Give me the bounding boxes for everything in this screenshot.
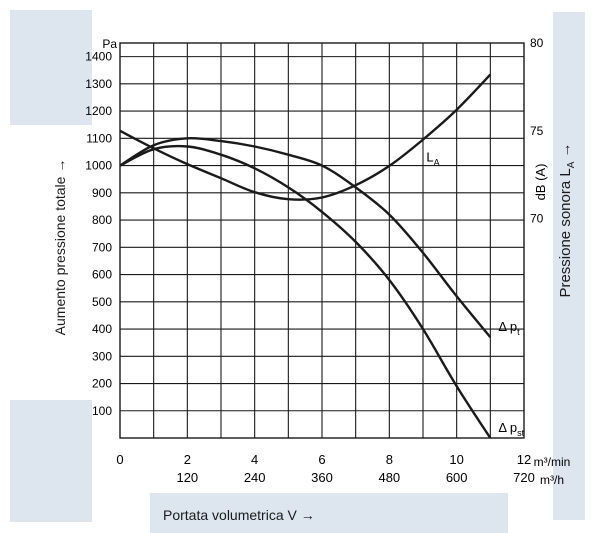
series-label-0: LA — [426, 150, 439, 168]
y-tick-label: 1000 — [85, 159, 112, 173]
x-tick-label: 4 — [251, 452, 258, 467]
y-tick-label: 1200 — [85, 104, 112, 118]
x-tick-label-secondary: 600 — [446, 470, 468, 485]
x-unit-top: m³/min — [534, 455, 571, 469]
ticks: 1002003004005006007008009001000110012001… — [85, 36, 543, 485]
y-tick-label: 600 — [92, 268, 112, 282]
y-tick-label: 400 — [92, 322, 112, 336]
y-tick-label: 200 — [92, 377, 112, 391]
x-tick-label: 8 — [386, 452, 393, 467]
series-label-sub: A — [434, 158, 440, 168]
series-label-2: Δ pst — [498, 420, 524, 438]
y-tick-label-right: 70 — [530, 212, 544, 226]
y-tick-label: 300 — [92, 349, 112, 363]
series-label-1: Δ pt — [498, 319, 520, 337]
y-tick-label: 1300 — [85, 77, 112, 91]
x-unit-bottom: m³/h — [540, 473, 564, 487]
y-unit-left: Pa — [102, 37, 117, 51]
series-line-2 — [119, 144, 492, 439]
x-tick-label-secondary: 360 — [311, 470, 333, 485]
x-tick-label-secondary: 720 — [513, 470, 535, 485]
y-tick-label: 1400 — [85, 50, 112, 64]
x-tick-label: 10 — [449, 452, 463, 467]
xlabel-panel — [150, 493, 508, 533]
x-tick-label-secondary: 240 — [244, 470, 266, 485]
series-label-sub: st — [517, 428, 525, 438]
series: LAΔ ptΔ pst — [119, 73, 525, 439]
y-tick-label: 100 — [92, 404, 112, 418]
y-tick-label-right: 75 — [530, 124, 544, 138]
series-label-main: L — [426, 150, 433, 165]
x-axis-label: Portata volumetrica V → — [163, 507, 315, 523]
x-tick-label-secondary: 120 — [176, 470, 198, 485]
y-tick-label-right: 80 — [530, 36, 544, 50]
y-axis-label-right: Pressione sonora LA → — [557, 90, 577, 350]
y-tick-label: 1100 — [86, 131, 112, 145]
y-axis-label-left: Aumento pressione totale → — [52, 158, 68, 336]
y-tick-label: 700 — [92, 240, 112, 254]
y-tick-label: 900 — [92, 186, 112, 200]
y-tick-label: 800 — [92, 213, 112, 227]
y-axis-label-right-text: Pressione sonora L — [557, 168, 574, 298]
left-band — [10, 10, 92, 125]
left-band-lower — [10, 400, 92, 522]
x-tick-label-secondary: 480 — [378, 470, 400, 485]
series-line-1 — [119, 136, 492, 338]
y-axis-label-right-arrow: → — [557, 142, 574, 158]
series-label-main: Δ p — [498, 319, 517, 334]
right-band — [553, 12, 585, 520]
x-tick-label: 2 — [184, 452, 191, 467]
series-label-sub: t — [517, 327, 520, 337]
x-tick-label: 6 — [318, 452, 325, 467]
series-label-main: Δ p — [498, 420, 517, 435]
y-axis-label-right-sub: A — [566, 161, 577, 169]
x-tick-label: 0 — [116, 452, 123, 467]
x-tick-label: 12 — [517, 452, 531, 467]
y-unit-right: dB (A) — [533, 164, 548, 201]
y-tick-label: 500 — [92, 295, 112, 309]
